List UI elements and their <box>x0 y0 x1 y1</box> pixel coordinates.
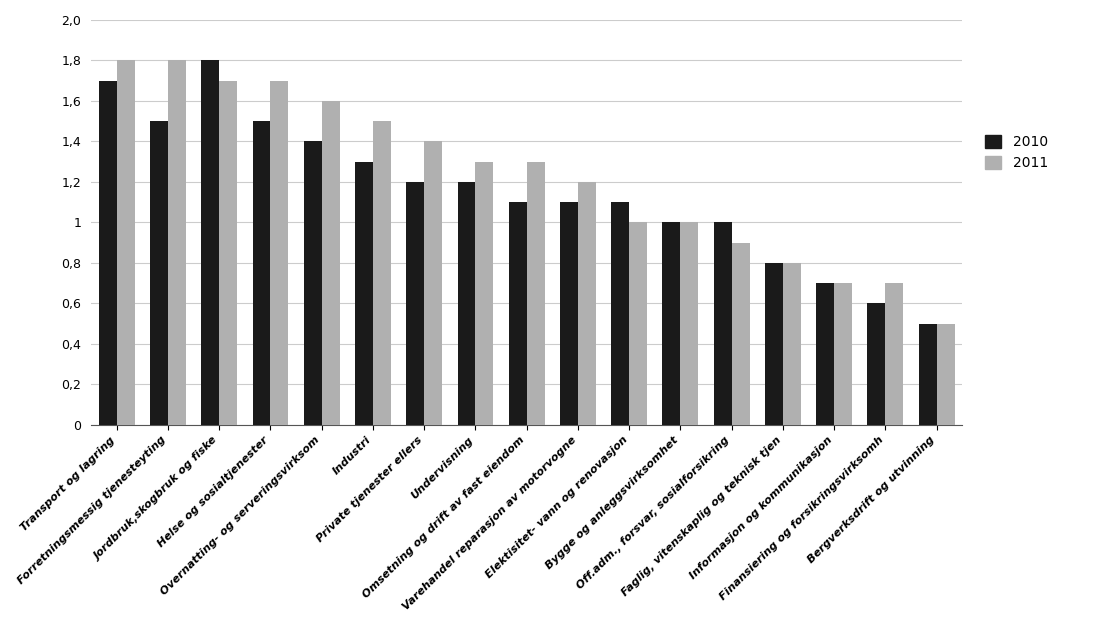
Bar <box>425 142 442 425</box>
Bar <box>783 263 801 425</box>
Bar <box>476 162 493 425</box>
Bar <box>322 101 340 425</box>
Bar <box>612 203 629 425</box>
Bar <box>713 223 732 425</box>
Bar <box>578 182 596 425</box>
Bar <box>271 81 289 425</box>
Bar <box>867 303 886 425</box>
Bar <box>201 60 219 425</box>
Bar <box>458 182 476 425</box>
Bar <box>937 324 954 425</box>
Bar <box>150 121 168 425</box>
Bar <box>816 283 834 425</box>
Bar <box>629 223 647 425</box>
Bar <box>98 81 117 425</box>
Bar <box>168 60 186 425</box>
Legend: 2010, 2011: 2010, 2011 <box>978 128 1055 177</box>
Bar <box>219 81 237 425</box>
Bar <box>117 60 135 425</box>
Bar <box>304 142 322 425</box>
Bar <box>662 223 680 425</box>
Bar <box>886 283 904 425</box>
Bar <box>355 162 373 425</box>
Bar <box>765 263 783 425</box>
Bar <box>509 203 526 425</box>
Bar <box>834 283 852 425</box>
Bar <box>373 121 390 425</box>
Bar <box>680 223 698 425</box>
Bar <box>406 182 425 425</box>
Bar <box>526 162 544 425</box>
Bar <box>252 121 271 425</box>
Bar <box>732 243 750 425</box>
Bar <box>560 203 578 425</box>
Bar <box>919 324 937 425</box>
